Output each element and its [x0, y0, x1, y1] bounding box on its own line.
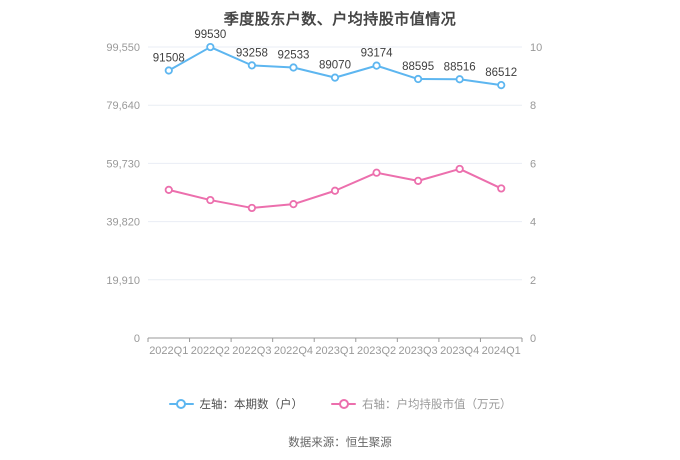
- svg-text:10: 10: [530, 42, 542, 54]
- svg-text:19,910: 19,910: [106, 275, 140, 287]
- svg-text:79,640: 79,640: [106, 100, 140, 112]
- legend-item-shareholder-count[interactable]: 左轴：本期数（户）: [168, 396, 304, 412]
- svg-text:2023Q2: 2023Q2: [357, 345, 396, 357]
- legend-item-avg-holding-value[interactable]: 右轴：户均持股市值（万元）: [331, 396, 512, 412]
- chart-canvas: 0 19,910 39,820 59,730 79,640 99,550 0 2 4 6 8 10 20…: [106, 29, 542, 357]
- chart-title: 季度股东户数、户均持股市值情况: [223, 11, 457, 28]
- svg-text:93174: 93174: [361, 48, 394, 60]
- svg-text:89070: 89070: [319, 60, 351, 72]
- svg-text:2023Q4: 2023Q4: [440, 345, 479, 357]
- svg-text:6: 6: [530, 158, 536, 170]
- svg-text:93258: 93258: [236, 47, 268, 59]
- svg-text:2022Q1: 2022Q1: [149, 345, 188, 357]
- svg-text:0: 0: [530, 333, 536, 345]
- blue-line-marker-icon: [168, 399, 194, 409]
- blue-ring-icon: [176, 399, 186, 409]
- svg-text:99,550: 99,550: [106, 42, 140, 54]
- svg-text:2022Q3: 2022Q3: [232, 345, 271, 357]
- svg-text:8: 8: [530, 100, 536, 112]
- legend-label-shareholder-count: 左轴：本期数（户）: [199, 399, 304, 411]
- svg-text:2023Q1: 2023Q1: [315, 345, 354, 357]
- svg-text:92533: 92533: [277, 50, 309, 62]
- svg-text:2022Q2: 2022Q2: [191, 345, 230, 357]
- pink-ring-icon: [338, 399, 349, 409]
- svg-text:2: 2: [530, 275, 536, 287]
- chart-legend: 左轴：本期数（户） 右轴：户均持股市值（万元）: [0, 396, 680, 412]
- svg-text:39,820: 39,820: [106, 217, 140, 229]
- svg-text:0: 0: [134, 333, 140, 345]
- svg-text:99530: 99530: [194, 29, 226, 41]
- svg-text:59,730: 59,730: [106, 158, 140, 170]
- svg-text:88516: 88516: [444, 61, 476, 73]
- svg-text:2024Q1: 2024Q1: [482, 345, 521, 357]
- svg-text:88595: 88595: [402, 61, 434, 73]
- legend-label-avg-holding-value: 右轴：户均持股市值（万元）: [362, 399, 512, 411]
- data-source-text: 数据来源：恒生聚源: [288, 437, 392, 449]
- svg-text:2022Q4: 2022Q4: [274, 345, 313, 357]
- svg-text:2023Q3: 2023Q3: [399, 345, 438, 357]
- svg-text:86512: 86512: [485, 67, 517, 79]
- pink-line-marker-icon: [331, 399, 356, 409]
- svg-text:91508: 91508: [153, 53, 185, 65]
- svg-text:4: 4: [530, 217, 536, 229]
